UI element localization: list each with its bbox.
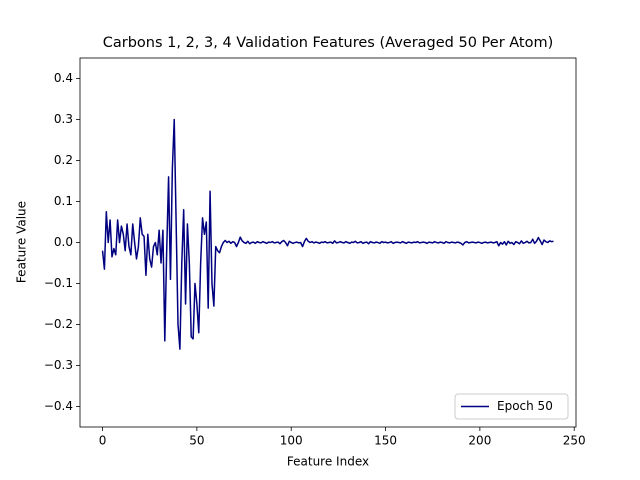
y-tick-label: −0.3: [44, 358, 73, 372]
data-line: [101, 118, 554, 350]
y-tick-label: 0.3: [54, 112, 73, 126]
y-tick-label: 0.2: [54, 153, 73, 167]
x-tick-label: 150: [374, 434, 397, 448]
x-tick-label: 200: [468, 434, 491, 448]
y-tick-label: −0.2: [44, 317, 73, 331]
x-axis-label: Feature Index: [287, 455, 369, 469]
x-tick-label: 50: [189, 434, 204, 448]
y-tick-label: 0.4: [54, 71, 73, 85]
y-tick-label: −0.4: [44, 399, 73, 413]
y-tick-label: 0.1: [54, 194, 73, 208]
x-tick-label: 100: [280, 434, 303, 448]
x-tick-label: 0: [99, 434, 107, 448]
y-tick-label: 0.0: [54, 235, 73, 249]
chart-title: Carbons 1, 2, 3, 4 Validation Features (…: [103, 35, 554, 51]
y-tick-label: −0.1: [44, 276, 73, 290]
legend-box: [454, 393, 569, 420]
legend-label: Epoch 50: [497, 399, 553, 413]
x-tick-label: 250: [563, 434, 586, 448]
axes-frame: [79, 57, 577, 428]
y-axis-label: Feature Value: [15, 201, 29, 283]
